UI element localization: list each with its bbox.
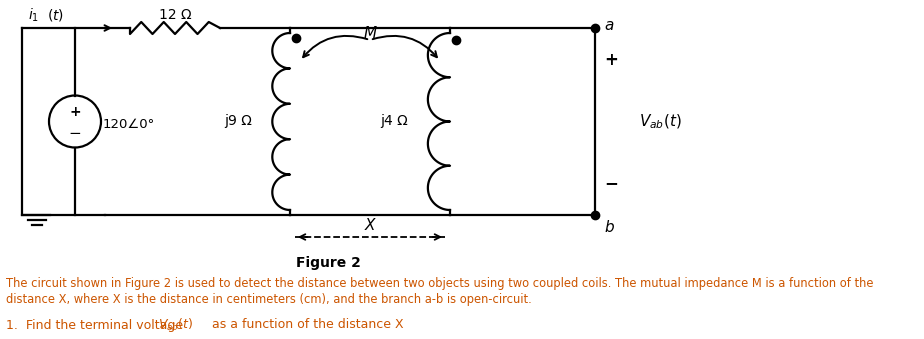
Text: $i_1$: $i_1$	[28, 6, 39, 24]
Text: j9 Ω: j9 Ω	[225, 115, 252, 128]
Text: X: X	[365, 218, 375, 233]
Text: −: −	[68, 126, 81, 141]
Text: distance X, where X is the distance in centimeters (cm), and the branch a-b is o: distance X, where X is the distance in c…	[6, 293, 531, 305]
Text: 120∠0°: 120∠0°	[103, 118, 155, 131]
Text: −: −	[604, 174, 618, 192]
Text: 1.  Find the terminal voltage: 1. Find the terminal voltage	[6, 319, 188, 332]
Text: $(t)$: $(t)$	[47, 7, 64, 23]
Text: a: a	[604, 19, 614, 34]
Text: The circuit shown in Figure 2 is used to detect the distance between two objects: The circuit shown in Figure 2 is used to…	[6, 277, 873, 290]
Text: $V_{ab}(t)$: $V_{ab}(t)$	[158, 317, 193, 333]
Text: b: b	[604, 219, 614, 235]
Text: +: +	[69, 104, 80, 119]
Text: 12 Ω: 12 Ω	[159, 8, 191, 22]
Text: $V_{ab}$$(t)$: $V_{ab}$$(t)$	[638, 112, 681, 131]
Text: M: M	[363, 25, 377, 40]
Text: +: +	[604, 51, 618, 69]
Text: as a function of the distance X: as a function of the distance X	[208, 319, 404, 332]
Text: Figure 2: Figure 2	[296, 256, 361, 270]
Text: j4 Ω: j4 Ω	[380, 115, 407, 128]
